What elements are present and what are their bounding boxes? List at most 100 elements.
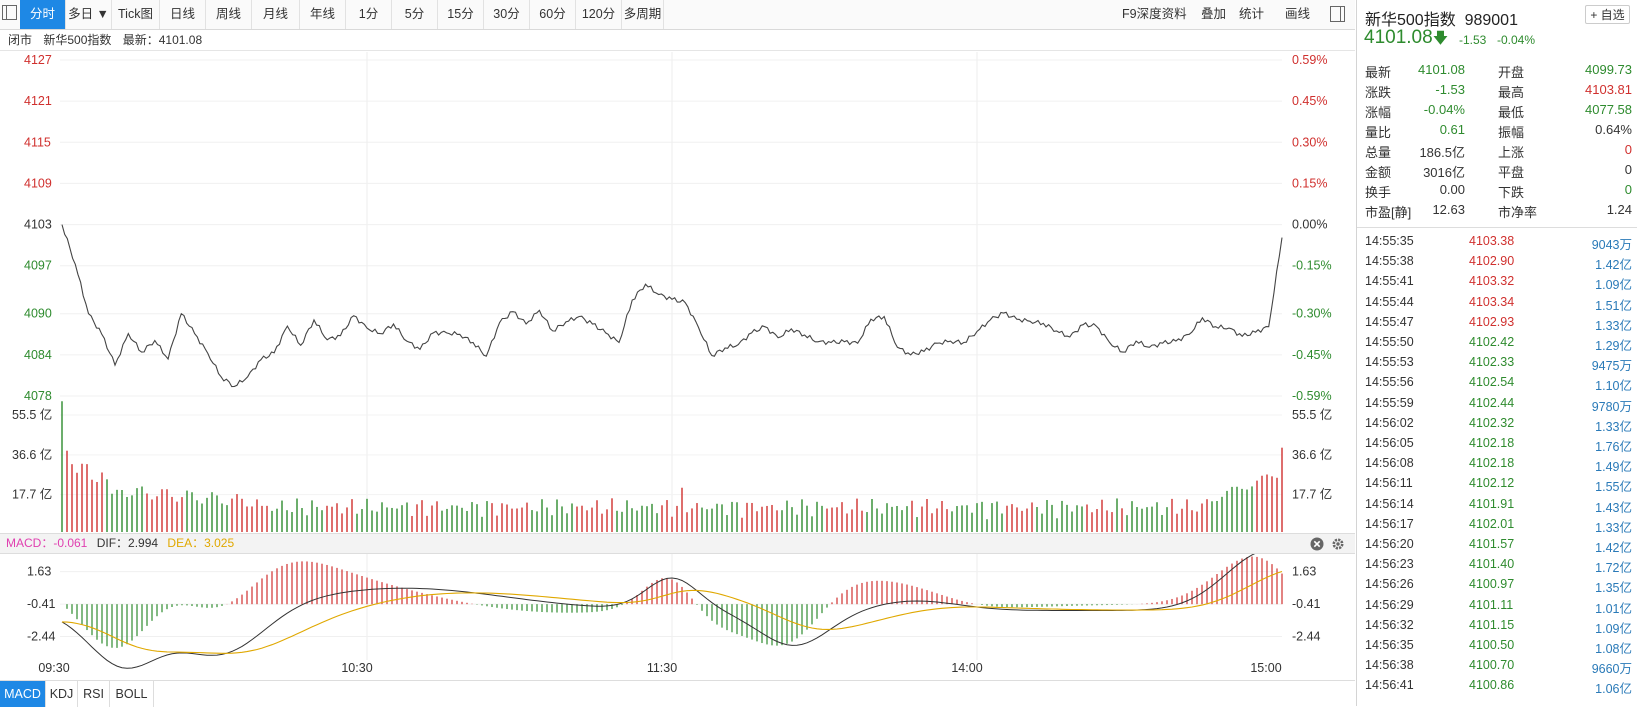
indicator-tab[interactable]: KDJ [46,681,78,707]
tick-time: 14:56:17 [1365,516,1414,531]
period-button[interactable]: 多日 ▼ [66,0,112,29]
tick-row: 14:56:02 4102.32 1.33亿 [1357,415,1637,435]
toolbar-tool-button[interactable]: 统计 [1239,7,1265,21]
toggle-left-panel-icon[interactable] [2,5,17,20]
quote-value: 4103.81 [1585,82,1632,97]
tick-volume: 9660万 [1591,662,1632,677]
settings-gear-icon[interactable] [1331,537,1345,551]
indicator-tab[interactable]: MACD [0,681,46,707]
tick-row: 14:55:59 4102.44 9780万 [1357,395,1637,415]
toolbar-tool-button[interactable]: 画线 [1285,7,1311,21]
down-arrow-icon: 🡇 [1432,30,1449,47]
tick-price: 4103.38 [1469,234,1515,248]
time-axis-label: 14:00 [951,661,982,675]
tick-row: 14:56:29 4101.11 1.01亿 [1357,597,1637,617]
tick-price: 4100.50 [1469,638,1515,652]
tick-price: 4100.86 [1469,678,1515,693]
price-change-pct: -0.04% [1497,33,1536,47]
period-button[interactable]: 日线 [160,0,206,29]
quote-label: 振幅 [1498,125,1525,140]
quote-panel: 新华500指数 989001 + 自选 4101.08🡇 -1.53 -0.04… [1356,0,1637,706]
quote-label: 金额 [1365,165,1392,180]
period-button[interactable]: 30分 [484,0,530,29]
tick-time: 14:56:32 [1365,617,1414,632]
quote-value: 0 [1624,182,1632,197]
tick-volume: 9043万 [1591,238,1632,252]
tick-price: 4102.18 [1469,456,1515,471]
quote-value: 1.24 [1606,202,1632,217]
macd-tick-label: 1.63 [27,565,51,579]
tick-row: 14:55:44 4103.34 1.51亿 [1357,294,1637,314]
period-button[interactable]: Tick图 [112,0,160,29]
tick-row: 14:55:53 4102.33 9475万 [1357,354,1637,374]
pct-tick-label: 0.30% [1292,135,1327,149]
period-button[interactable]: 60分 [530,0,576,29]
tick-row: 14:56:05 4102.18 1.76亿 [1357,435,1637,455]
tick-volume: 1.35亿 [1595,581,1632,596]
period-button[interactable]: 1分 [346,0,392,29]
tick-row: 14:56:14 4101.91 1.43亿 [1357,496,1637,516]
period-button[interactable]: 月线 [252,0,300,29]
period-button[interactable]: 120分 [576,0,622,29]
tick-time: 14:55:50 [1365,335,1414,349]
quote-row: 总量 186.5亿 上涨 0 [1357,140,1637,160]
tick-row: 14:55:47 4102.93 1.33亿 [1357,314,1637,334]
tick-row: 14:56:11 4102.12 1.55亿 [1357,475,1637,495]
quote-row: 金额 3016亿 平盘 0 [1357,160,1637,180]
tick-price: 4103.34 [1469,294,1515,309]
tick-time: 14:56:41 [1365,678,1414,693]
macd-tick-label: -2.44 [1292,630,1321,644]
tick-price: 4102.90 [1469,254,1515,269]
indicator-tab[interactable]: BOLL [110,681,154,707]
add-favorite-button[interactable]: + 自选 [1585,5,1630,24]
tick-volume: 9780万 [1591,399,1632,414]
tick-volume: 1.33亿 [1595,520,1632,535]
chart-svg[interactable]: 4127 0.59% 4121 0.45% 4115 0.30% 4109 0.15% 4103… [0,0,1355,706]
tick-price: 4102.93 [1469,314,1515,329]
quote-row: 涨跌 -1.53 最高 4103.81 [1357,80,1637,100]
tick-row: 14:56:08 4102.18 1.49亿 [1357,455,1637,475]
toggle-right-panel-icon[interactable] [1330,6,1345,22]
tick-time: 14:56:14 [1365,496,1414,511]
price-tick-label: 4078 [24,389,52,403]
price-tick-label: 4127 [24,53,52,67]
indicator-tab[interactable]: RSI [78,681,110,707]
tick-time: 14:56:26 [1365,577,1414,592]
quote-label: 开盘 [1498,65,1525,80]
quote-value: 4077.58 [1585,102,1632,117]
tick-time: 14:56:20 [1365,537,1414,551]
tick-price: 4103.32 [1469,274,1515,289]
tick-volume: 9475万 [1591,359,1632,374]
tick-volume: 1.09亿 [1595,621,1632,636]
period-button[interactable]: 周线 [206,0,252,29]
tick-volume: 1.42亿 [1595,258,1632,273]
tick-row: 14:56:23 4101.40 1.72亿 [1357,556,1637,576]
tick-time: 14:55:38 [1365,254,1414,269]
time-axis-label: 09:30 [38,661,69,675]
tick-time: 14:55:56 [1365,375,1414,390]
quote-value: 0 [1624,142,1632,157]
market-status: 闭市 [8,33,33,47]
quote-value: 0.61 [1439,122,1465,137]
tick-time: 14:55:47 [1365,314,1414,329]
toolbar-tool-button[interactable]: 叠加 [1201,7,1227,21]
tick-volume: 1.33亿 [1595,419,1632,434]
toolbar-tool-button[interactable]: F9深度资料 [1122,7,1187,21]
tick-time: 14:55:59 [1365,395,1414,410]
dif-line [61,549,1283,669]
period-button[interactable]: 分时 [20,0,66,29]
tick-row: 14:56:26 4100.97 1.35亿 [1357,576,1637,596]
period-button[interactable]: 5分 [392,0,438,29]
period-button[interactable]: 15分 [438,0,484,29]
dif-value: DIF：2.994 [96,536,159,550]
tick-price: 4102.12 [1469,476,1515,491]
tick-volume: 1.06亿 [1595,682,1632,697]
period-button[interactable]: 多周期 [622,0,664,29]
close-indicator-icon[interactable] [1310,537,1324,551]
tick-price: 4102.44 [1469,395,1515,410]
tick-price: 4101.91 [1469,496,1515,511]
period-button[interactable]: 年线 [300,0,346,29]
quote-value: 12.63 [1432,202,1465,217]
tick-volume: 1.43亿 [1595,500,1632,515]
quote-value: 3016亿 [1423,165,1465,180]
